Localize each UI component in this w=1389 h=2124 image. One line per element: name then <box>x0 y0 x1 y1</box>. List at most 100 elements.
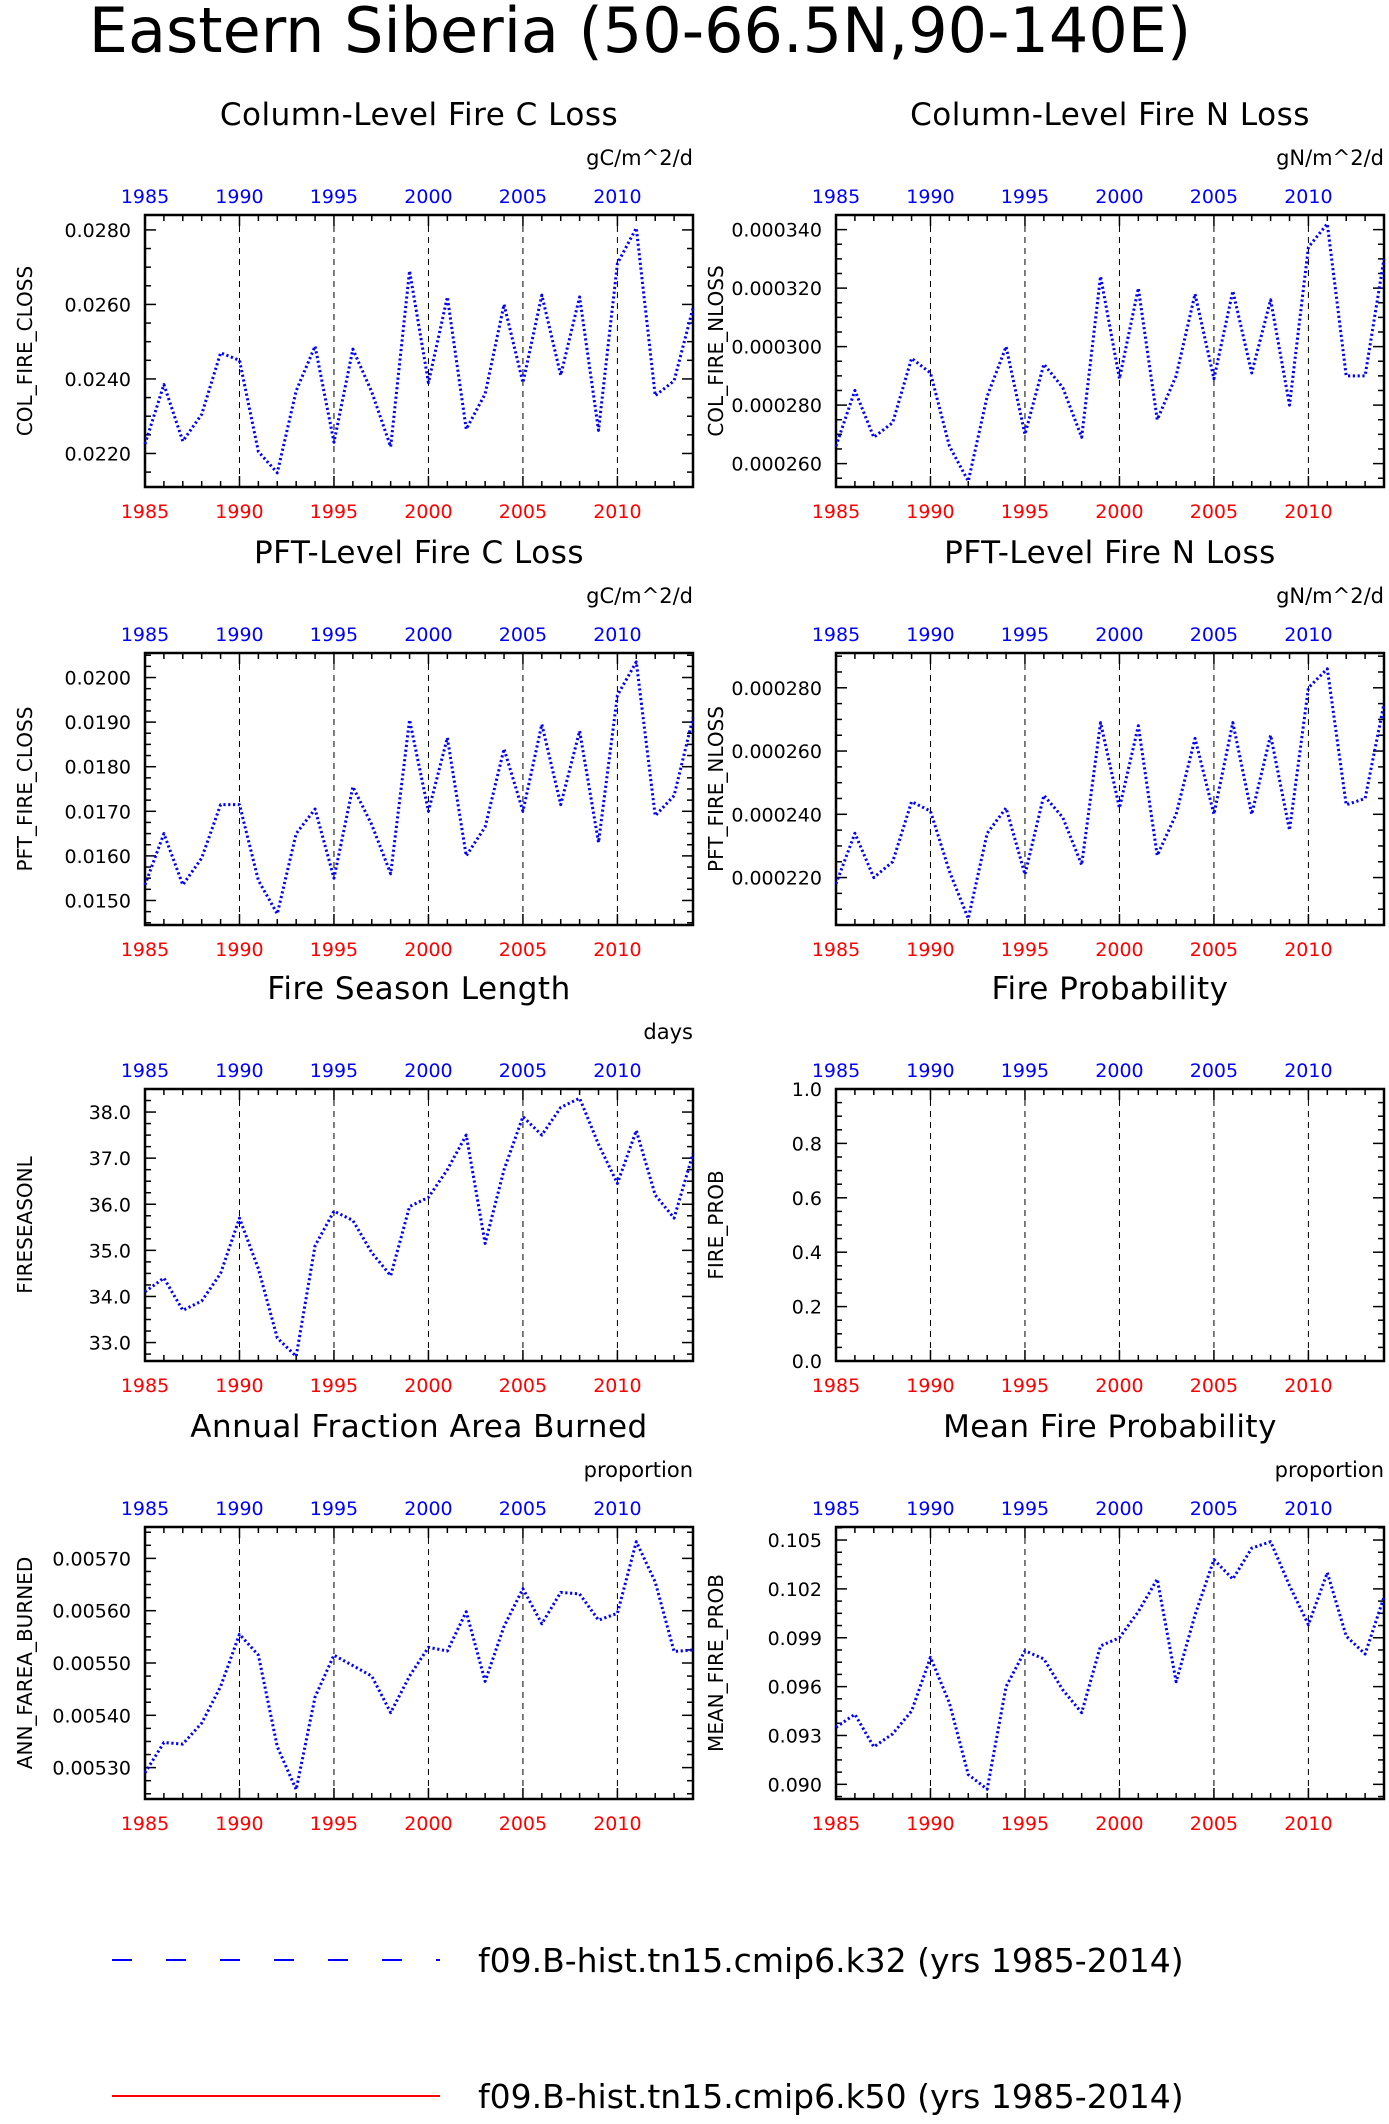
x-tick-label-top: 2005 <box>1190 624 1238 646</box>
x-tick-label-top: 2005 <box>1190 1498 1238 1520</box>
y-tick-label: 0.000280 <box>731 678 822 700</box>
x-tick-label-top: 1995 <box>310 624 358 646</box>
y-tick-label: 36.0 <box>89 1194 131 1216</box>
panel-title: PFT-Level Fire N Loss <box>944 535 1276 571</box>
panel-title: Mean Fire Probability <box>943 1409 1277 1445</box>
x-tick-label-top: 2010 <box>1284 1498 1332 1520</box>
x-tick-label-bottom: 2000 <box>404 1813 452 1835</box>
x-tick-label-bottom: 1995 <box>1001 1813 1049 1835</box>
x-tick-label-bottom: 1985 <box>812 1813 860 1835</box>
x-tick-label-top: 1990 <box>215 1498 263 1520</box>
y-tick-label: 0.00560 <box>52 1601 131 1623</box>
y-axis-label: COL_FIRE_NLOSS <box>704 265 728 436</box>
y-tick-label: 0.0280 <box>65 220 131 242</box>
x-tick-label-top: 1985 <box>812 1060 860 1082</box>
y-tick-label: 37.0 <box>89 1148 131 1170</box>
x-tick-label-top: 2010 <box>593 624 641 646</box>
x-tick-label-bottom: 1995 <box>310 1813 358 1835</box>
x-tick-label-bottom: 2000 <box>404 939 452 961</box>
y-tick-label: 0.00530 <box>52 1758 131 1780</box>
y-tick-label: 0.8 <box>792 1133 822 1155</box>
x-tick-label-top: 1985 <box>121 1060 169 1082</box>
panel-title: PFT-Level Fire C Loss <box>254 535 584 571</box>
x-tick-label-bottom: 2000 <box>1095 939 1143 961</box>
x-tick-label-bottom: 1990 <box>215 1813 263 1835</box>
legend-label-k50: f09.B-hist.tn15.cmip6.k50 (yrs 1985-2014… <box>478 2077 1184 2116</box>
y-tick-label: 38.0 <box>89 1102 131 1124</box>
panels: Column-Level Fire C Loss gC/m^2/d COL_FIRE… <box>13 97 1386 1835</box>
panel-title: Column-Level Fire C Loss <box>220 97 618 133</box>
y-tick-label: 0.6 <box>792 1188 822 1210</box>
series-line-f09-b-hist-tn15-cmip6-k32 <box>835 1540 1386 1791</box>
x-tick-label-top: 2010 <box>593 1498 641 1520</box>
panel-col-fire-closs: Column-Level Fire C Loss gC/m^2/d COL_FIRE… <box>13 97 695 523</box>
series-line-f09-b-hist-tn15-cmip6-k32 <box>143 660 695 916</box>
x-tick-label-top: 1995 <box>1001 624 1049 646</box>
x-tick-label-bottom: 2005 <box>1190 1813 1238 1835</box>
panel-ann-farea-burned: Annual Fraction Area Burned proportion ANN… <box>13 1409 695 1835</box>
series-line-f09-b-hist-tn15-cmip6-k32 <box>144 1096 695 1358</box>
x-tick-label-bottom: 1985 <box>121 501 169 523</box>
figure-title: Eastern Siberia (50-66.5N,90-140E) <box>89 0 1191 67</box>
y-tick-label: 35.0 <box>89 1240 131 1262</box>
units-label: gC/m^2/d <box>586 146 693 170</box>
x-tick-label-top: 1990 <box>906 186 954 208</box>
x-tick-label-bottom: 2005 <box>499 1813 547 1835</box>
y-tick-label: 0.000300 <box>731 337 822 359</box>
y-axis-label: FIRESEASONL <box>13 1155 37 1293</box>
x-tick-label-bottom: 2000 <box>404 1375 452 1397</box>
x-tick-label-top: 2005 <box>499 186 547 208</box>
x-tick-label-bottom: 1985 <box>121 1813 169 1835</box>
x-tick-label-bottom: 1990 <box>215 939 263 961</box>
x-tick-label-bottom: 1990 <box>215 1375 263 1397</box>
y-tick-label: 0.4 <box>792 1242 822 1264</box>
x-tick-label-bottom: 1985 <box>812 1375 860 1397</box>
x-tick-label-top: 1995 <box>310 1060 358 1082</box>
plot-frame <box>143 213 695 489</box>
panel-col-fire-nloss: Column-Level Fire N Loss gN/m^2/d COL_FIRE… <box>704 97 1386 523</box>
panel-title: Column-Level Fire N Loss <box>910 97 1310 133</box>
y-axis-label: COL_FIRE_CLOSS <box>13 266 37 436</box>
x-tick-label-bottom: 2010 <box>1284 939 1332 961</box>
units-label: gN/m^2/d <box>1276 584 1384 608</box>
x-tick-label-top: 2000 <box>404 186 452 208</box>
x-tick-label-bottom: 2010 <box>593 1375 641 1397</box>
series-line-f09-b-hist-tn15-cmip6-k32 <box>143 226 695 475</box>
x-tick-label-bottom: 2005 <box>1190 1375 1238 1397</box>
x-tick-label-bottom: 1985 <box>812 939 860 961</box>
x-tick-label-bottom: 2010 <box>593 1813 641 1835</box>
x-tick-label-bottom: 2000 <box>1095 501 1143 523</box>
y-axis-label: FIRE_PROB <box>704 1170 728 1279</box>
x-tick-label-top: 2000 <box>404 1498 452 1520</box>
x-tick-label-top: 1995 <box>1001 186 1049 208</box>
y-tick-label: 0.0240 <box>65 369 131 391</box>
x-tick-label-bottom: 2000 <box>1095 1375 1143 1397</box>
x-tick-label-top: 2005 <box>1190 1060 1238 1082</box>
y-tick-label: 0.00570 <box>52 1548 131 1570</box>
x-tick-label-top: 1990 <box>215 624 263 646</box>
panel-mean-fire-prob: Mean Fire Probability proportion MEAN_FIRE… <box>704 1409 1386 1835</box>
x-tick-label-top: 1990 <box>215 186 263 208</box>
x-tick-label-top: 1985 <box>812 624 860 646</box>
x-tick-label-top: 1985 <box>121 624 169 646</box>
y-tick-label: 33.0 <box>89 1333 131 1355</box>
x-tick-label-top: 2000 <box>404 624 452 646</box>
panel-fire-prob: Fire Probability FIRE_PROB 1985 1985 1990 199… <box>704 971 1386 1397</box>
y-tick-label: 0.000280 <box>731 395 822 417</box>
x-tick-label-bottom: 1995 <box>310 939 358 961</box>
panel-fireseasonl: Fire Season Length days FIRESEASONL 1985 198… <box>13 971 695 1397</box>
units-label: gN/m^2/d <box>1276 146 1384 170</box>
units-label: proportion <box>1275 1458 1384 1482</box>
x-tick-label-top: 1985 <box>121 186 169 208</box>
y-tick-label: 0.0190 <box>65 712 131 734</box>
x-tick-label-top: 2010 <box>1284 624 1332 646</box>
y-tick-label: 34.0 <box>89 1286 131 1308</box>
x-tick-label-top: 2010 <box>593 1060 641 1082</box>
y-tick-label: 0.0200 <box>65 668 131 690</box>
x-tick-label-bottom: 1990 <box>906 939 954 961</box>
x-tick-label-top: 2005 <box>499 1060 547 1082</box>
y-tick-label: 0.0180 <box>65 757 131 779</box>
plot-frame <box>834 213 1386 489</box>
